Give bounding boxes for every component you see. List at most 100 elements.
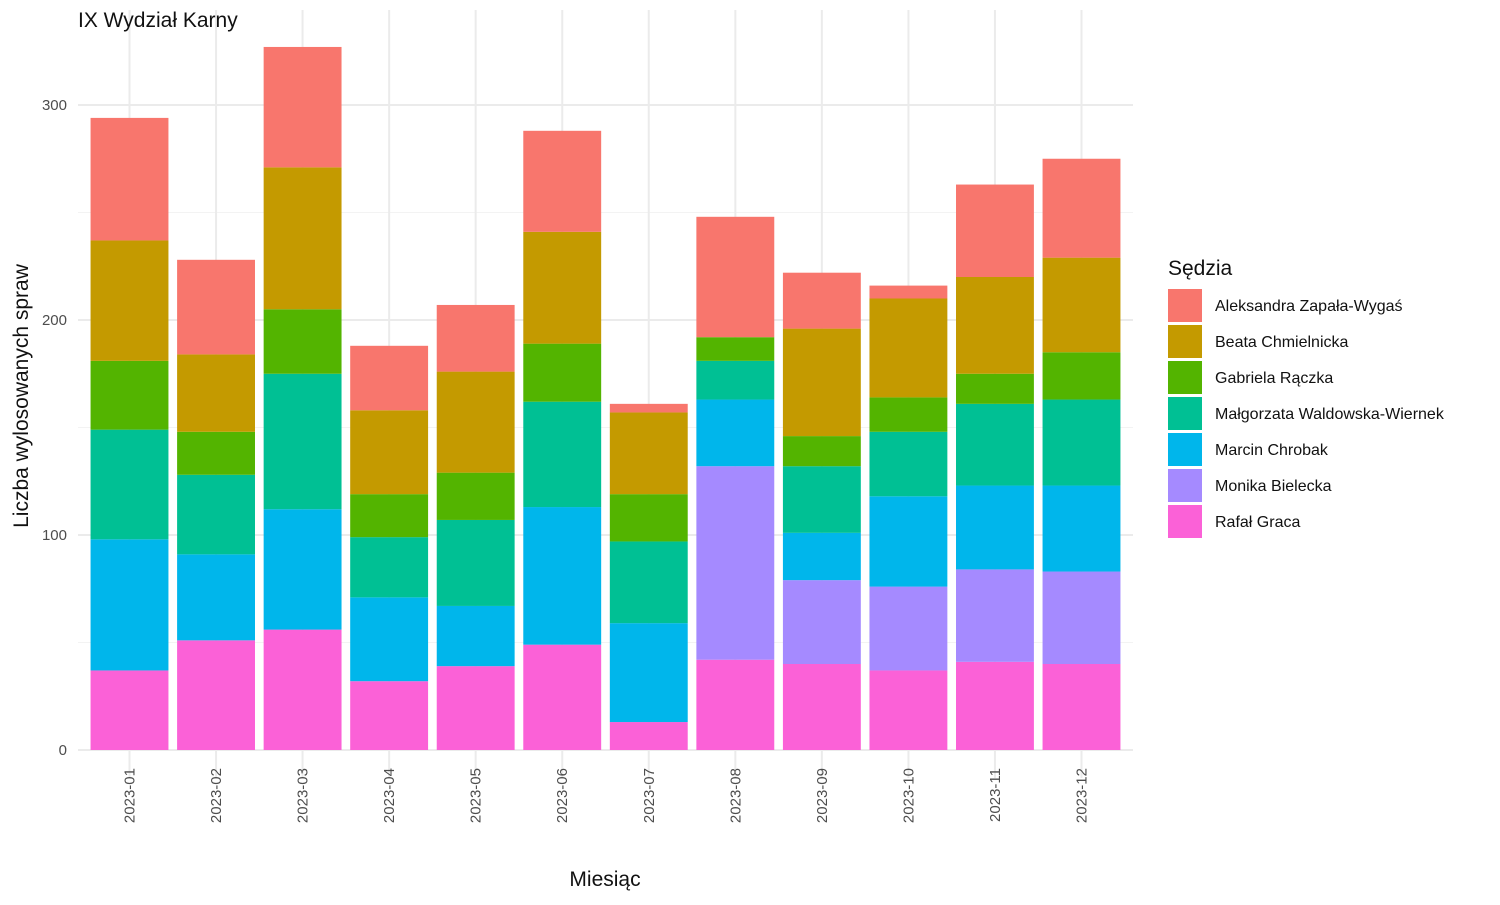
- x-tick-label: 2023-02: [208, 768, 225, 823]
- bar-segment: [436, 605, 515, 667]
- x-tick-label: 2023-01: [122, 768, 139, 823]
- bar-segment: [436, 304, 515, 372]
- bar-segment: [436, 519, 515, 606]
- x-tick-label: 2023-09: [814, 768, 831, 823]
- bar-segment: [263, 46, 342, 168]
- legend-label: Rafał Graca: [1215, 514, 1300, 531]
- y-tick-label: 100: [42, 527, 67, 544]
- bar-segment: [263, 167, 342, 310]
- bar-segment: [523, 644, 602, 750]
- x-tick-label: 2023-12: [1074, 768, 1091, 823]
- bar-segment: [1042, 158, 1121, 258]
- bar-segment: [782, 664, 861, 750]
- bar-segment: [956, 403, 1034, 486]
- legend-label: Małgorzata Waldowska-Wiernek: [1215, 406, 1445, 423]
- bar-segment: [609, 412, 688, 495]
- bar-segment: [350, 410, 429, 495]
- chart-title: IX Wydział Karny: [78, 9, 238, 32]
- x-tick-label: 2023-03: [295, 768, 312, 823]
- bar-segment: [696, 216, 775, 338]
- bar-segment: [956, 373, 1034, 404]
- bar-segment: [90, 539, 169, 671]
- bar-segment: [696, 399, 775, 467]
- bar-segment: [1042, 485, 1121, 572]
- bar-segment: [177, 640, 255, 750]
- bar-segment: [869, 431, 948, 497]
- legend-label: Marcin Chrobak: [1215, 442, 1329, 459]
- y-axis-title: Liczba wylosowanych spraw: [10, 263, 33, 528]
- bar-segment: [177, 354, 255, 432]
- bar-segment: [90, 117, 169, 241]
- bar-segment: [350, 494, 429, 538]
- bar-segment: [177, 431, 255, 475]
- bar-segment: [350, 681, 429, 750]
- x-tick-label: 2023-05: [468, 768, 485, 823]
- legend-label: Monika Bielecka: [1215, 478, 1332, 495]
- x-axis-ticks: 2023-01 2023-02 2023-03 2023-04 2023-05 2023-…: [122, 768, 1091, 823]
- bar-segment: [696, 360, 775, 400]
- legend: Sędzia Aleksandra Zapała-Wygaś Beata Chmi…: [1168, 257, 1445, 538]
- legend-items: Aleksandra Zapała-Wygaś Beata Chmielnicka…: [1168, 289, 1445, 538]
- legend-swatch: [1168, 361, 1202, 394]
- bar-segment: [869, 496, 948, 587]
- bar-segment: [90, 670, 169, 750]
- x-tick-label: 2023-08: [727, 768, 744, 823]
- bars: [90, 46, 1121, 750]
- x-tick-label: 2023-07: [641, 768, 658, 823]
- bar-segment: [696, 466, 775, 660]
- x-tick-label: 2023-11: [987, 768, 1004, 822]
- bar-segment: [696, 659, 775, 750]
- x-tick-label: 2023-04: [381, 768, 398, 823]
- bar-segment: [956, 661, 1034, 750]
- bar-segment: [263, 309, 342, 374]
- bar-segment: [609, 494, 688, 542]
- x-tick-label: 2023-06: [554, 768, 571, 823]
- legend-swatch: [1168, 505, 1202, 538]
- bar-segment: [782, 466, 861, 533]
- bar-segment: [177, 259, 255, 355]
- bar-segment: [263, 629, 342, 750]
- legend-label: Beata Chmielnicka: [1215, 334, 1349, 351]
- legend-label: Aleksandra Zapała-Wygaś: [1215, 298, 1403, 315]
- bar-segment: [1042, 399, 1121, 486]
- bar-segment: [956, 184, 1034, 277]
- legend-swatch: [1168, 289, 1202, 322]
- legend-title: Sędzia: [1168, 257, 1233, 280]
- legend-swatch: [1168, 433, 1202, 466]
- legend-label: Gabriela Rączka: [1215, 370, 1333, 387]
- bar-segment: [263, 373, 342, 510]
- x-axis-title: Miesiąc: [569, 868, 640, 891]
- bar-segment: [1042, 257, 1121, 353]
- bar-segment: [609, 623, 688, 723]
- bar-segment: [90, 240, 169, 361]
- bar-segment: [523, 130, 602, 232]
- bar-segment: [782, 580, 861, 664]
- y-tick-label: 300: [42, 97, 67, 114]
- bar-segment: [1042, 571, 1121, 664]
- bar-segment: [350, 537, 429, 598]
- bar-segment: [869, 397, 948, 432]
- bar-segment: [1042, 352, 1121, 400]
- y-tick-label: 0: [59, 742, 67, 759]
- bar-segment: [696, 337, 775, 361]
- bar-segment: [609, 403, 688, 413]
- bar-segment: [869, 670, 948, 750]
- y-axis-ticks: 0 100 200 300: [42, 97, 67, 759]
- bar-segment: [869, 586, 948, 671]
- bar-segment: [263, 509, 342, 630]
- legend-swatch: [1168, 325, 1202, 358]
- bar-segment: [523, 231, 602, 344]
- bar-segment: [436, 666, 515, 750]
- bar-segment: [782, 328, 861, 437]
- bar-segment: [869, 285, 948, 299]
- bar-segment: [782, 436, 861, 467]
- bar-segment: [609, 722, 688, 750]
- bar-segment: [177, 554, 255, 641]
- x-tick-label: 2023-10: [900, 768, 917, 823]
- legend-swatch: [1168, 397, 1202, 430]
- bar-segment: [90, 360, 169, 430]
- bar-segment: [350, 345, 429, 411]
- bar-segment: [1042, 664, 1121, 750]
- bar-segment: [956, 569, 1034, 662]
